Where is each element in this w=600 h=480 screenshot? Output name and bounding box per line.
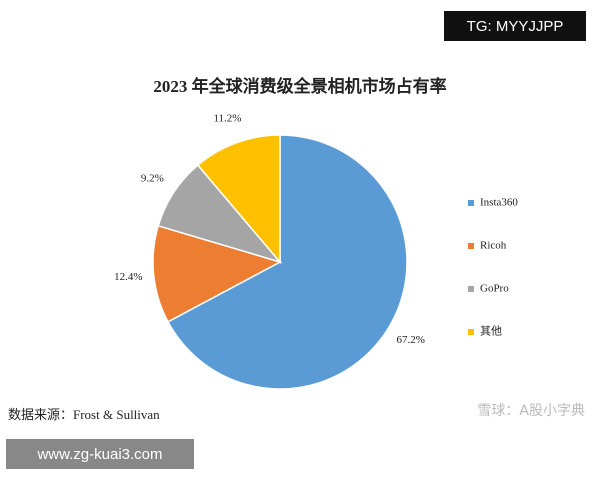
legend-swatch [468, 243, 474, 249]
pie-slice [166, 134, 408, 390]
legend-swatch [468, 286, 474, 292]
badge: TG: MYYJJPP [467, 18, 564, 35]
pie-slice [152, 224, 282, 323]
pie-slice [196, 134, 281, 265]
data-label: 11.2% [213, 112, 241, 124]
legend-label: Insta360 [480, 197, 518, 209]
legend-label: 其他 [480, 325, 502, 338]
chart-title: 2023 年全球消费级全景相机市场占有率 [153, 76, 446, 96]
badge-box [444, 11, 586, 41]
plot: 67.2% Insta360 12.4% Ricoh 9.2% GoPro 11.2% 其他 [114, 112, 518, 390]
legend-label: Ricoh [480, 240, 507, 252]
site: www.zg-kuai3.com [36, 446, 162, 463]
legend-label: GoPro [480, 283, 509, 295]
watermark: 雪球：A股小字典 [477, 403, 585, 419]
data-label: 9.2% [141, 172, 164, 184]
data-label: 12.4% [114, 271, 142, 283]
legend-swatch [468, 200, 474, 206]
site-box [6, 439, 194, 469]
source: 数据来源：Frost & Sullivan [8, 407, 160, 422]
data-label: 67.2% [396, 334, 424, 346]
legend-swatch [468, 329, 474, 335]
